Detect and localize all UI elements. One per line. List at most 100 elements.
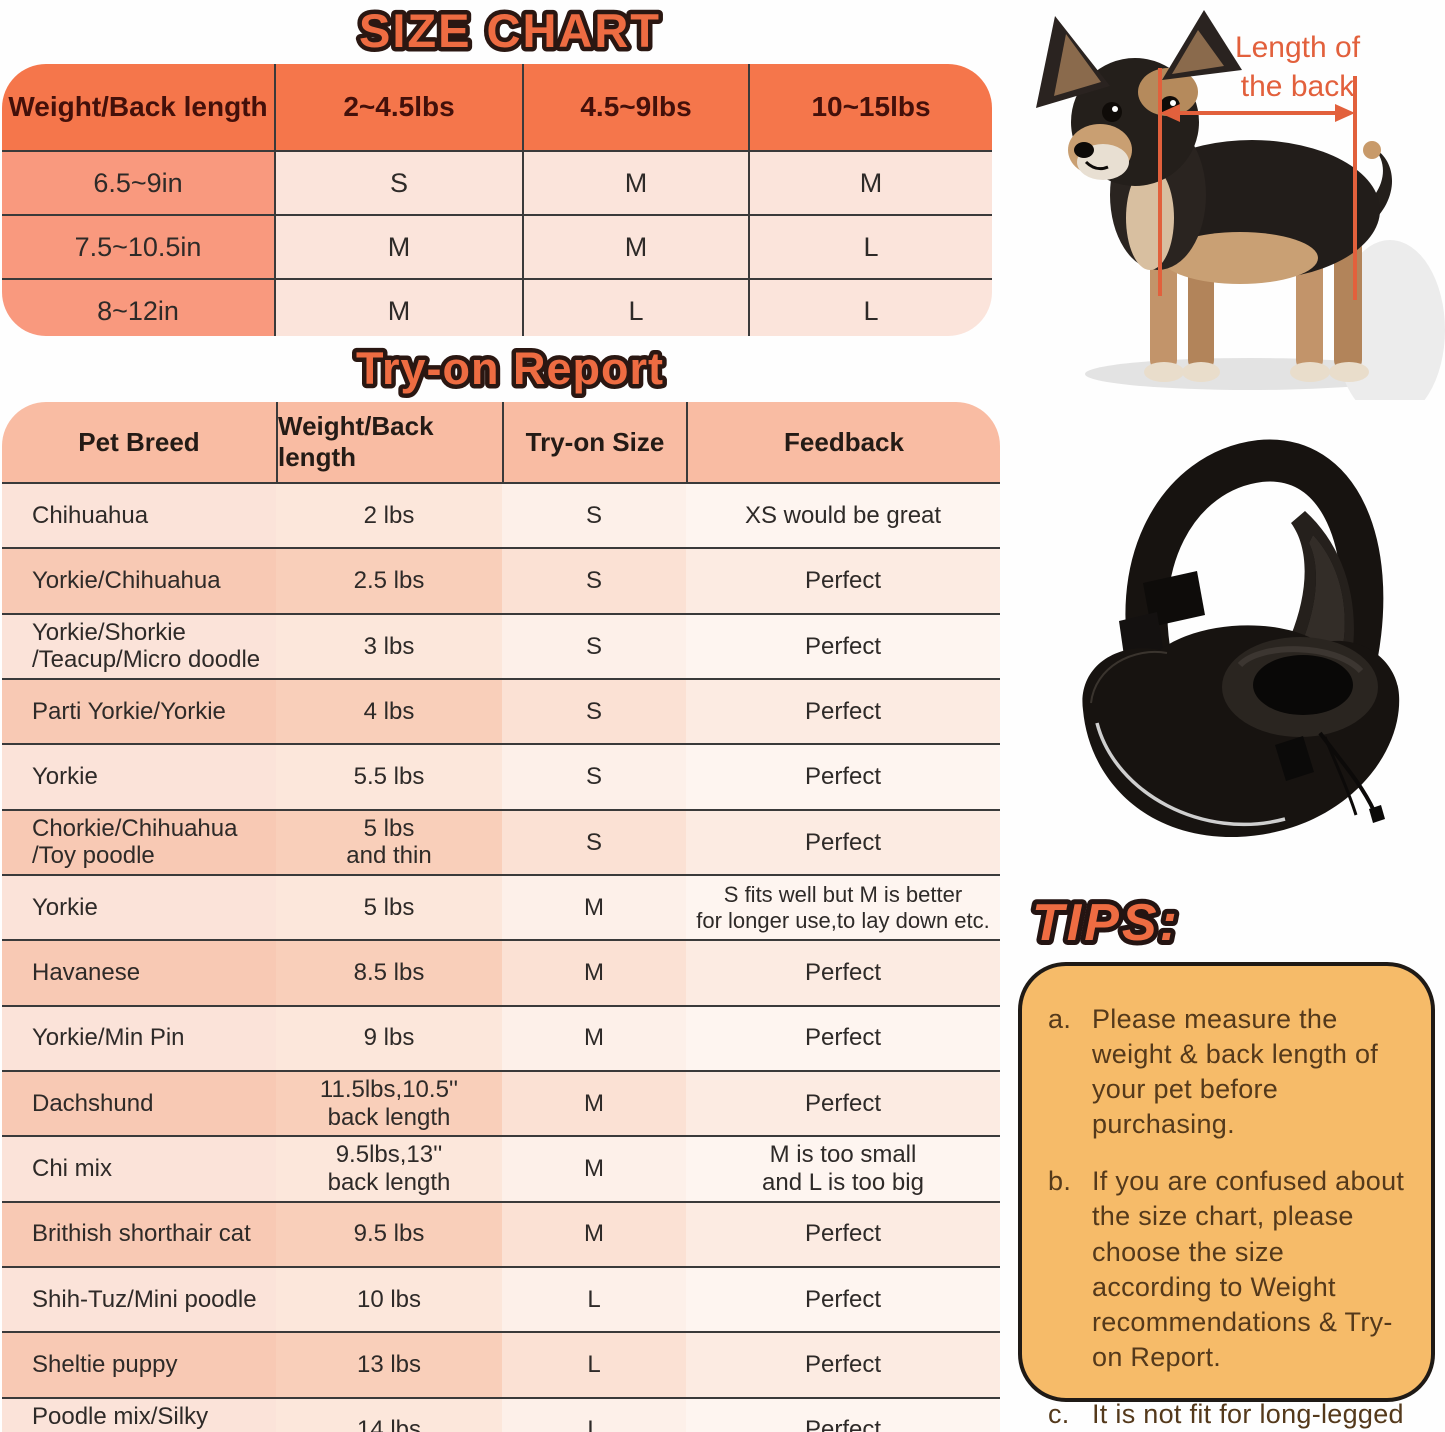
size-cell: M — [502, 1071, 686, 1136]
row-label: 8~12in — [2, 280, 274, 336]
weight-cell: 14 lbs — [276, 1398, 502, 1432]
row-label: 6.5~9in — [2, 152, 274, 214]
tips-box: a. Please measure the weight & back leng… — [1018, 962, 1435, 1429]
tip-item: b. If you are confused about the size ch… — [1048, 1164, 1407, 1375]
tip-text: It is not fit for long-legged dog breed,… — [1092, 1398, 1404, 1429]
feedback-cell: M is too small and L is too big — [686, 1137, 1000, 1201]
size-value: M — [522, 216, 748, 278]
feedback-cell: Perfect — [686, 614, 1000, 678]
size-value: S — [274, 152, 522, 214]
feedback-cell: Perfect — [686, 1071, 1000, 1136]
tip-marker: a. — [1048, 1004, 1072, 1034]
feedback-cell: Perfect — [686, 1333, 1000, 1397]
table-row: Poodle mix/Silky Terrior 14 lbs L Perfec… — [2, 1396, 1000, 1432]
feedback-cell: S fits well but M is better for longer u… — [686, 875, 1000, 940]
size-chart-col-header: 2~4.5lbs — [274, 64, 522, 150]
tip-text: Please measure the weight & back length … — [1092, 1004, 1379, 1140]
sling-carrier-figure — [1025, 415, 1445, 880]
size-chart-title-text: SIZE CHART — [359, 4, 661, 57]
table-row: Chihuahua 2 lbs S XS would be great — [2, 482, 1000, 548]
size-chart-row: 7.5~10.5in M M L — [2, 214, 992, 278]
size-cell: S — [502, 484, 686, 548]
breed-cell: Parti Yorkie/Yorkie — [2, 679, 276, 744]
feedback-cell: Perfect — [686, 1006, 1000, 1070]
weight-cell: 10 lbs — [276, 1267, 502, 1332]
size-cell: M — [502, 941, 686, 1005]
breed-cell: Shih-Tuz/Mini poodle — [2, 1267, 276, 1332]
size-cell: M — [502, 1137, 686, 1201]
feedback-cell: Perfect — [686, 679, 1000, 744]
breed-cell: Chorkie/Chihuahua /Toy poodle — [2, 810, 276, 874]
size-cell: S — [502, 810, 686, 874]
table-row: Chi mix 9.5lbs,13'' back length M M is t… — [2, 1135, 1000, 1201]
table-row: Parti Yorkie/Yorkie 4 lbs S Perfect — [2, 677, 1000, 744]
size-cell: M — [502, 1202, 686, 1266]
feedback-cell: Perfect — [686, 1202, 1000, 1266]
weight-cell: 9.5 lbs — [276, 1202, 502, 1266]
size-value: L — [748, 216, 992, 278]
feedback-cell: XS would be great — [686, 484, 1000, 548]
tip-item: c. It is not fit for long-legged dog bre… — [1048, 1397, 1407, 1432]
try-on-report-title-text: Try-on Report — [356, 343, 664, 394]
weight-cell: 4 lbs — [276, 679, 502, 744]
size-value: M — [274, 280, 522, 336]
weight-cell: 9.5lbs,13'' back length — [276, 1137, 502, 1201]
table-row: Havanese 8.5 lbs M Perfect — [2, 939, 1000, 1005]
size-cell: S — [502, 745, 686, 809]
feedback-cell: Perfect — [686, 810, 1000, 874]
size-value: L — [748, 280, 992, 336]
size-chart-col-header: 10~15lbs — [748, 64, 992, 150]
size-cell: S — [502, 679, 686, 744]
breed-cell: Dachshund — [2, 1071, 276, 1136]
breed-cell: Brithish shorthair cat — [2, 1202, 276, 1266]
feedback-cell: Perfect — [686, 1398, 1000, 1432]
breed-cell: Yorkie/Shorkie /Teacup/Micro doodle — [2, 614, 276, 678]
weight-cell: 5 lbs and thin — [276, 810, 502, 874]
breed-cell: Yorkie/Min Pin — [2, 1006, 276, 1070]
try-on-col-header: Try-on Size — [502, 402, 686, 482]
size-chart-table: Weight/Back length 2~4.5lbs 4.5~9lbs 10~… — [2, 64, 992, 336]
feedback-cell: Perfect — [686, 941, 1000, 1005]
sling-carrier-photo — [1082, 439, 1400, 838]
breed-cell: Yorkie/Chihuahua — [2, 549, 276, 613]
breed-cell: Poodle mix/Silky Terrior — [2, 1398, 276, 1432]
size-chart-col-header: 4.5~9lbs — [522, 64, 748, 150]
size-cell: S — [502, 614, 686, 678]
breed-cell: Sheltie puppy — [2, 1333, 276, 1397]
table-row: Shih-Tuz/Mini poodle 10 lbs L Perfect — [2, 1265, 1000, 1332]
size-chart-col-header: Weight/Back length — [8, 91, 268, 122]
weight-cell: 13 lbs — [276, 1333, 502, 1397]
try-on-header-row: Pet Breed Weight/Back length Try-on Size… — [2, 402, 1000, 482]
tip-text: If you are confused about the size chart… — [1092, 1166, 1405, 1372]
feedback-cell: Perfect — [686, 745, 1000, 809]
weight-cell: 8.5 lbs — [276, 941, 502, 1005]
try-on-report-title: Try-on Report — [351, 339, 667, 399]
size-cell: L — [502, 1267, 686, 1332]
weight-cell: 3 lbs — [276, 614, 502, 678]
row-label: 7.5~10.5in — [2, 216, 274, 278]
table-row: Yorkie/Min Pin 9 lbs M Perfect — [2, 1004, 1000, 1070]
size-value: M — [522, 152, 748, 214]
table-row: Dachshund 11.5lbs,10.5'' back length M P… — [2, 1069, 1000, 1136]
weight-cell: 9 lbs — [276, 1006, 502, 1070]
size-value: L — [522, 280, 748, 336]
chihuahua-photo — [1036, 10, 1445, 420]
table-row: Yorkie/Shorkie /Teacup/Micro doodle 3 lb… — [2, 612, 1000, 678]
size-value: M — [748, 152, 992, 214]
weight-cell: 5.5 lbs — [276, 745, 502, 809]
size-value: M — [274, 216, 522, 278]
try-on-col-header: Weight/Back length — [276, 402, 502, 482]
tip-marker: c. — [1048, 1398, 1070, 1429]
breed-cell: Yorkie — [2, 875, 276, 940]
breed-cell: Havanese — [2, 941, 276, 1005]
weight-cell: 11.5lbs,10.5'' back length — [276, 1071, 502, 1136]
size-cell: M — [502, 875, 686, 940]
size-cell: L — [502, 1398, 686, 1432]
breed-cell: Yorkie — [2, 745, 276, 809]
size-chart-header-row: Weight/Back length 2~4.5lbs 4.5~9lbs 10~… — [2, 64, 992, 150]
weight-cell: 2 lbs — [276, 484, 502, 548]
try-on-col-header: Pet Breed — [78, 426, 200, 457]
size-cell: L — [502, 1333, 686, 1397]
weight-cell: 5 lbs — [276, 875, 502, 940]
